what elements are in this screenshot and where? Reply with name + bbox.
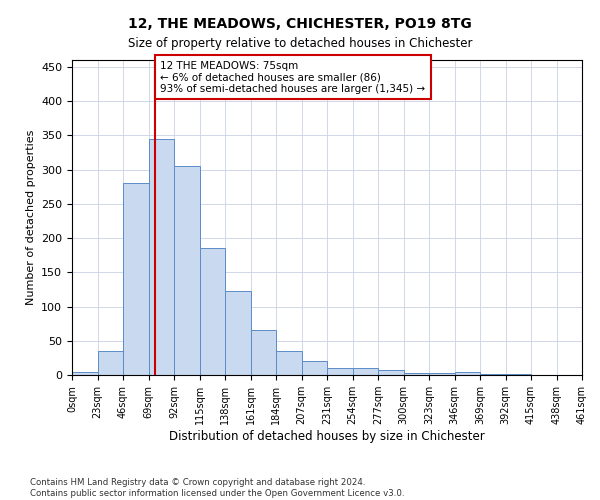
Bar	[276, 351, 302, 375]
Text: Contains HM Land Registry data © Crown copyright and database right 2024.
Contai: Contains HM Land Registry data © Crown c…	[30, 478, 404, 498]
Bar	[327, 368, 353, 375]
Text: 12, THE MEADOWS, CHICHESTER, PO19 8TG: 12, THE MEADOWS, CHICHESTER, PO19 8TG	[128, 18, 472, 32]
Text: Size of property relative to detached houses in Chichester: Size of property relative to detached ho…	[128, 38, 472, 51]
Bar	[505, 374, 531, 375]
Bar	[174, 166, 199, 375]
Bar	[123, 184, 149, 375]
Bar	[429, 373, 455, 375]
Bar	[251, 330, 276, 375]
Bar	[225, 292, 251, 375]
Bar	[72, 372, 97, 375]
Bar	[97, 351, 123, 375]
Text: 12 THE MEADOWS: 75sqm
← 6% of detached houses are smaller (86)
93% of semi-detac: 12 THE MEADOWS: 75sqm ← 6% of detached h…	[160, 60, 425, 94]
Bar	[455, 372, 480, 375]
Bar	[199, 248, 225, 375]
Bar	[378, 370, 404, 375]
Bar	[480, 374, 505, 375]
Bar	[353, 368, 378, 375]
Y-axis label: Number of detached properties: Number of detached properties	[26, 130, 35, 305]
Bar	[404, 373, 429, 375]
Bar	[302, 362, 327, 375]
Bar	[149, 138, 174, 375]
X-axis label: Distribution of detached houses by size in Chichester: Distribution of detached houses by size …	[169, 430, 485, 443]
